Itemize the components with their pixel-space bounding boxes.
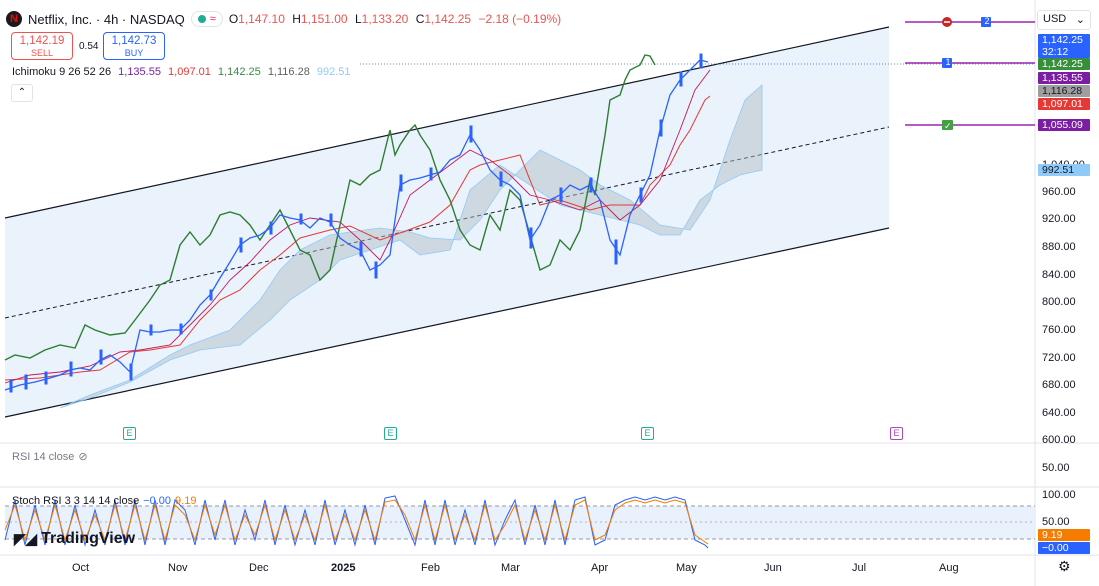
channel-upper-line [4,26,890,219]
sell-button[interactable]: 1,142.19 SELL [11,32,73,60]
ichimoku-legend[interactable]: Ichimoku 9 26 52 26 1,135.55 1,097.01 1,… [12,66,351,78]
stoch-d-line [4,499,709,545]
x-label-apr: Apr [591,562,609,574]
market-open-icon [197,15,206,23]
settings-gear-icon[interactable]: ⚙ [1058,558,1071,574]
tradingview-logo[interactable]: ◤◢ TradingView [14,530,136,548]
x-label-jun: Jun [764,562,782,574]
span-price-label: 1,116.28 [1038,85,1090,97]
x-label-dec: Dec [249,562,269,574]
alert-badge-1[interactable]: 1 [945,57,951,67]
collapse-legend-button[interactable]: ⌃ [11,84,33,102]
target-price-label: 1,055.09 [1038,119,1090,131]
x-label-feb: Feb [421,562,440,574]
price-axis[interactable]: 1,040.00 960.00 920.00 880.00 840.00 800… [1042,159,1085,446]
earnings-marker-3[interactable]: E [641,427,654,440]
price-change: −2.18 (−0.19%) [478,12,562,26]
earnings-marker-2[interactable]: E [384,427,397,440]
ichimoku-lagging [4,54,656,361]
market-status-badge[interactable]: ≈ [190,11,223,27]
chart-header: N Netflix, Inc. · 4h · NASDAQ ≈ O1,147.1… [6,8,565,30]
price-candles [4,53,709,393]
cloud-price-label: 992.51 [1038,164,1090,176]
channel-mid-line [4,126,890,319]
target-check-icon [942,120,953,130]
spread-value: 0.54 [79,41,99,52]
channel-lower-line [4,227,890,418]
svg-text:✓: ✓ [944,122,952,132]
stoch-k-price-label: −0.00 [1038,542,1090,554]
lagging-price-label: 1,142.25 [1038,58,1090,70]
alert-badge-2[interactable]: 2 [984,16,990,26]
currency-select[interactable]: USD ⌄ [1037,10,1091,30]
symbol-title[interactable]: Netflix, Inc. · 4h · NASDAQ [28,11,185,27]
x-label-oct: Oct [72,562,90,574]
netflix-logo-icon: N [6,11,22,27]
earnings-marker-4[interactable]: E [890,427,903,440]
x-label-jul: Jul [852,562,867,574]
data-source-icon: ≈ [209,13,216,25]
ichimoku-conversion [4,69,711,384]
x-label-mar: Mar [501,562,520,574]
baseline-price-label: 1,097.01 [1038,98,1090,110]
parallel-channel-fill [5,27,889,417]
x-label-may: May [676,562,697,574]
x-label-aug: Aug [939,562,959,574]
stoch-level-50: 50.00 [1042,516,1070,528]
x-label-nov: Nov [168,562,188,574]
earnings-marker-1[interactable]: E [123,427,136,440]
stoch-level-100: 100.00 [1042,489,1076,501]
stoch-legend[interactable]: Stoch RSI 3 3 14 14 close −0.00 9.19 [12,495,197,507]
buy-button[interactable]: 1,142.73 BUY [103,32,165,60]
ichimoku-baseline [4,95,711,381]
rsi-level-label: 50.00 [1042,462,1070,474]
x-label-2025: 2025 [331,562,356,574]
kumo-cloud [59,84,763,409]
conversion-price-label: 1,135.55 [1038,72,1090,84]
rsi-legend[interactable]: RSI 14 close ⊘ [12,450,88,464]
stoch-d-price-label: 9.19 [1038,529,1090,541]
ohlc-readout: O1,147.10 H1,151.00 L1,133.20 C1,142.25 … [228,12,562,26]
hidden-eye-icon[interactable]: ⊘ [78,451,88,463]
chevron-down-icon: ⌄ [1075,14,1085,26]
last-price-label: 1,142.25 32:12 [1038,34,1090,58]
tradingview-logo-icon: ◤◢ [14,531,38,548]
